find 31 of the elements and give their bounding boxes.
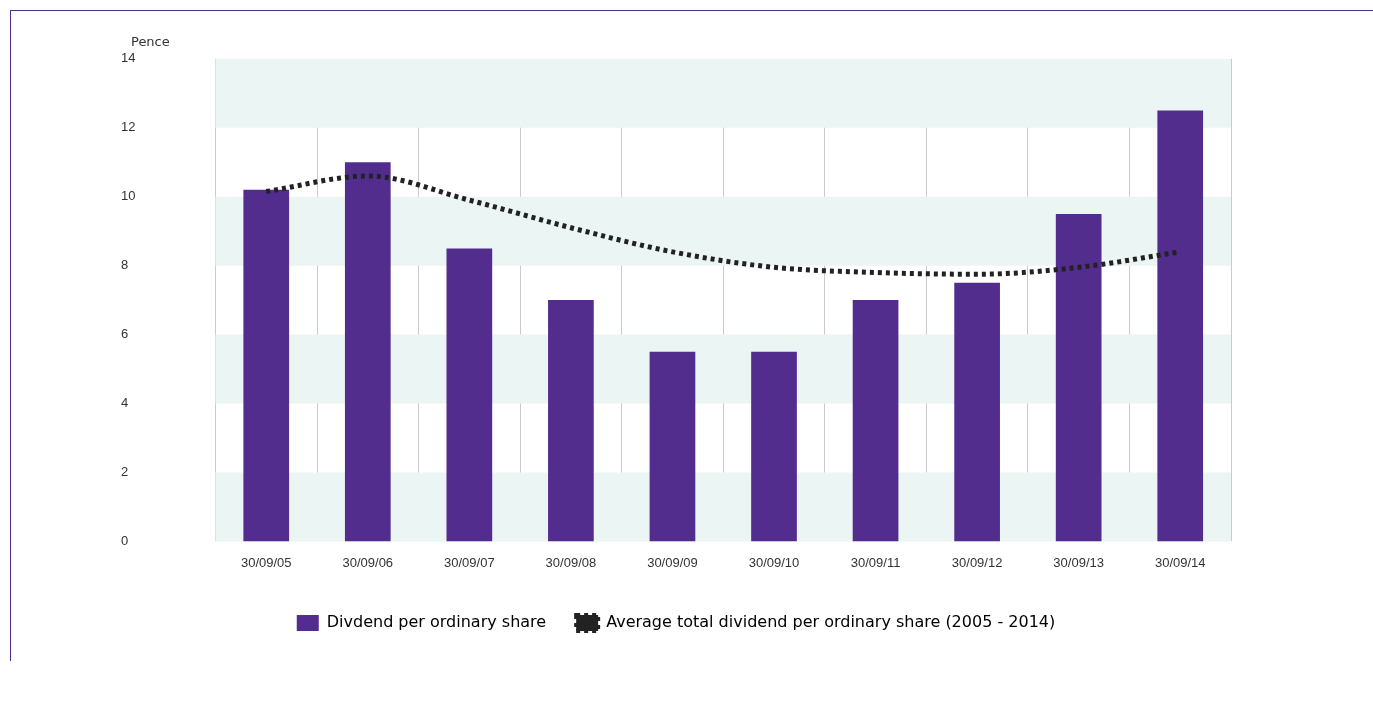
y-tick-label: 0 xyxy=(121,532,129,548)
bar xyxy=(954,282,1000,542)
y-tick-label: 2 xyxy=(121,464,129,480)
x-tick-label: 30/09/05 xyxy=(240,554,292,570)
x-tick-label: 30/09/07 xyxy=(444,554,495,570)
bar xyxy=(548,300,594,542)
y-tick-label: 14 xyxy=(121,50,136,66)
y-axis-title: Pence xyxy=(131,33,170,49)
x-tick-label: 30/09/13 xyxy=(1053,554,1104,570)
y-tick-label: 4 xyxy=(121,395,129,411)
bar xyxy=(243,189,290,542)
bar xyxy=(751,351,797,542)
y-tick-label: 10 xyxy=(121,188,136,204)
y-tick-label: 12 xyxy=(121,119,136,135)
bar xyxy=(1157,110,1204,542)
x-tick-label: 30/09/06 xyxy=(342,554,394,570)
y-tick-label: 8 xyxy=(121,257,129,273)
x-tick-label: 30/09/11 xyxy=(850,554,901,570)
y-tick-label: 6 xyxy=(121,326,129,342)
x-tick-label: 30/09/14 xyxy=(1154,554,1206,570)
bar xyxy=(446,248,493,542)
x-tick-label: 30/09/10 xyxy=(748,554,800,570)
legend-label: Divdend per ordinary share xyxy=(326,612,547,632)
bar xyxy=(344,162,391,542)
x-tick-label: 30/09/12 xyxy=(951,554,1003,570)
bar xyxy=(852,300,899,542)
x-tick-label: 30/09/09 xyxy=(647,554,698,570)
bar xyxy=(649,351,696,542)
bar xyxy=(1055,213,1102,542)
x-tick-label: 30/09/08 xyxy=(545,554,597,570)
legend-label: Average total dividend per ordinary share (2005 - 2014) xyxy=(606,612,1056,632)
